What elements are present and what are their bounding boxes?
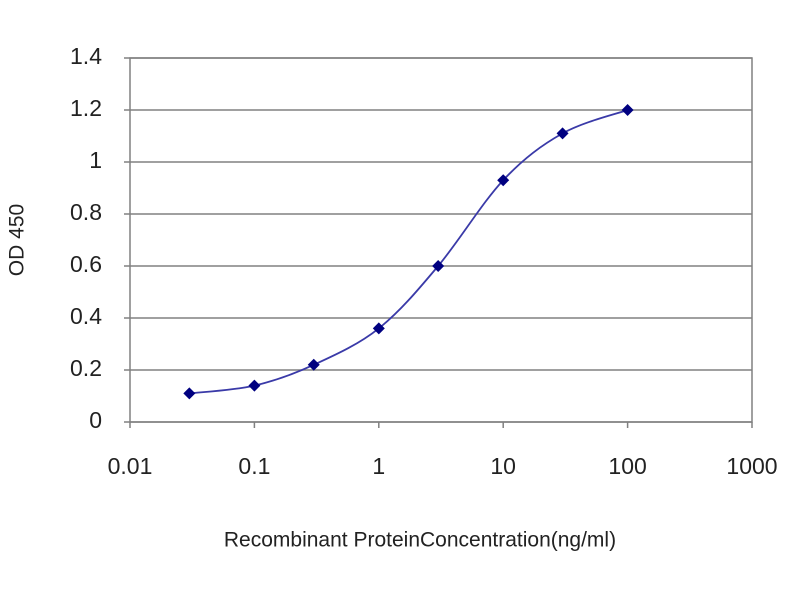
y-tick-label: 0.6 [70,251,102,277]
x-tick-label: 100 [608,453,646,479]
y-tick-label: 1.4 [70,43,102,69]
y-axis-label: OD 450 [6,204,29,276]
marker [183,387,196,400]
x-tick-label: 10 [490,453,516,479]
marker [497,174,510,187]
marker [372,322,385,335]
y-tick-label: 1 [89,147,102,173]
x-tick-label: 1000 [726,453,777,479]
x-axis-label: Recombinant ProteinConcentration(ng/ml) [224,529,616,552]
marker [248,379,261,392]
y-tick-label: 0 [89,407,102,433]
marker [556,127,569,140]
y-tick-label: 0.8 [70,199,102,225]
y-tick-label: 1.2 [70,95,102,121]
y-tick-label: 0.4 [70,303,102,329]
plot-area [129,57,753,423]
marker [432,260,445,272]
marker [621,104,634,116]
marker [307,358,320,371]
x-tick-label: 0.01 [108,453,153,479]
y-tick-label: 0.2 [70,355,102,381]
x-tick-label: 0.1 [238,453,270,479]
x-tick-label: 1 [372,453,385,479]
line [189,109,628,395]
